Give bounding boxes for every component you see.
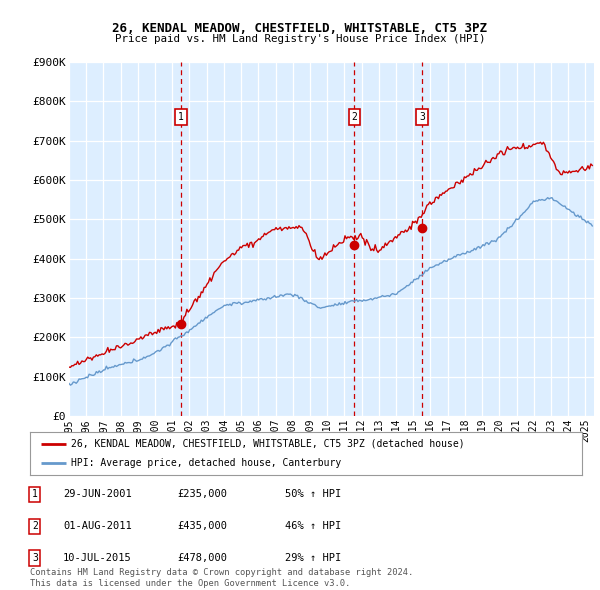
Text: HPI: Average price, detached house, Canterbury: HPI: Average price, detached house, Cant… — [71, 458, 341, 468]
Text: 50% ↑ HPI: 50% ↑ HPI — [285, 490, 341, 499]
Text: £435,000: £435,000 — [177, 522, 227, 531]
Text: Price paid vs. HM Land Registry's House Price Index (HPI): Price paid vs. HM Land Registry's House … — [115, 34, 485, 44]
Text: £478,000: £478,000 — [177, 553, 227, 563]
Text: 2: 2 — [352, 112, 358, 122]
Text: 1: 1 — [178, 112, 184, 122]
Text: 26, KENDAL MEADOW, CHESTFIELD, WHITSTABLE, CT5 3PZ: 26, KENDAL MEADOW, CHESTFIELD, WHITSTABL… — [113, 22, 487, 35]
Text: 3: 3 — [32, 553, 38, 563]
Text: 29% ↑ HPI: 29% ↑ HPI — [285, 553, 341, 563]
Text: 01-AUG-2011: 01-AUG-2011 — [63, 522, 132, 531]
Text: Contains HM Land Registry data © Crown copyright and database right 2024.
This d: Contains HM Land Registry data © Crown c… — [30, 568, 413, 588]
Text: £235,000: £235,000 — [177, 490, 227, 499]
Text: 29-JUN-2001: 29-JUN-2001 — [63, 490, 132, 499]
Text: 1: 1 — [32, 490, 38, 499]
Text: 3: 3 — [419, 112, 425, 122]
Text: 46% ↑ HPI: 46% ↑ HPI — [285, 522, 341, 531]
Text: 2: 2 — [32, 522, 38, 531]
Text: 26, KENDAL MEADOW, CHESTFIELD, WHITSTABLE, CT5 3PZ (detached house): 26, KENDAL MEADOW, CHESTFIELD, WHITSTABL… — [71, 439, 465, 449]
Text: 10-JUL-2015: 10-JUL-2015 — [63, 553, 132, 563]
